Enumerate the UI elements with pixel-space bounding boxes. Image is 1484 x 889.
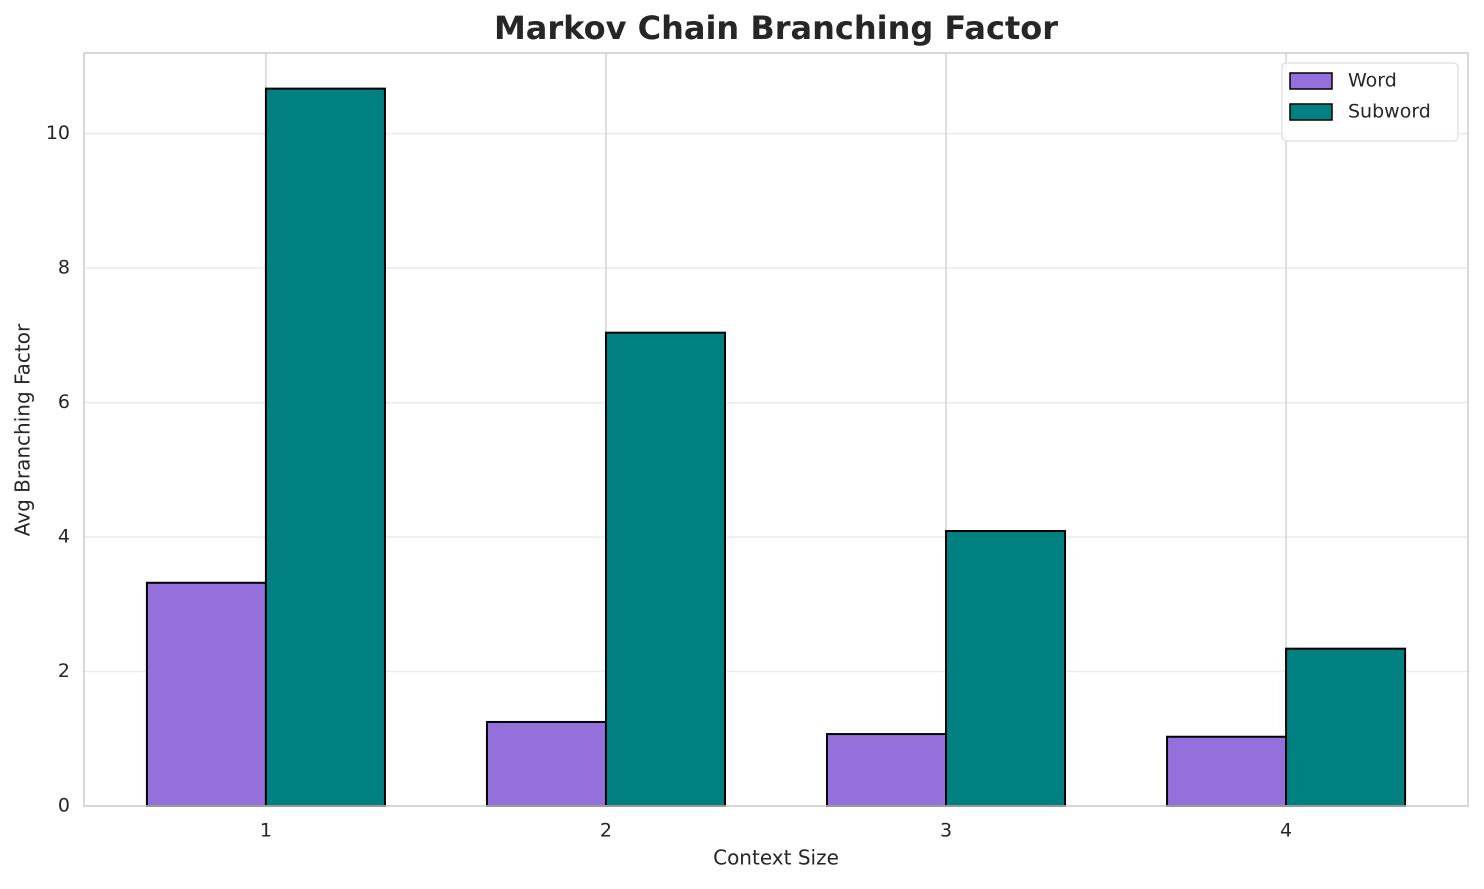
y-tick-label: 10: [46, 122, 70, 144]
y-tick-label: 0: [58, 795, 70, 817]
y-tick-label: 8: [58, 257, 70, 279]
legend-label: Word: [1348, 70, 1397, 92]
x-tick-label: 3: [940, 820, 952, 842]
bar: [145, 581, 267, 808]
y-tick-label: 6: [58, 391, 70, 413]
legend-swatch: [1289, 72, 1333, 90]
bar: [1285, 647, 1407, 807]
bar: [264, 87, 386, 807]
bar: [826, 733, 948, 807]
legend-swatch: [1289, 103, 1333, 121]
plot-frame: [83, 52, 1469, 807]
x-axis-label: Context Size: [713, 846, 839, 870]
bar: [485, 720, 607, 808]
y-tick-label: 2: [58, 660, 70, 682]
bar: [945, 530, 1067, 807]
y-tick-label: 4: [58, 526, 70, 548]
bar: [1166, 735, 1288, 808]
chart-title: Markov Chain Branching Factor: [494, 9, 1058, 47]
y-axis-label: Avg Branching Factor: [11, 323, 35, 536]
x-tick-label: 4: [1280, 820, 1292, 842]
legend-label: Subword: [1348, 101, 1431, 123]
x-tick-label: 2: [600, 820, 612, 842]
bar: [604, 331, 726, 807]
x-tick-label: 1: [260, 820, 272, 842]
